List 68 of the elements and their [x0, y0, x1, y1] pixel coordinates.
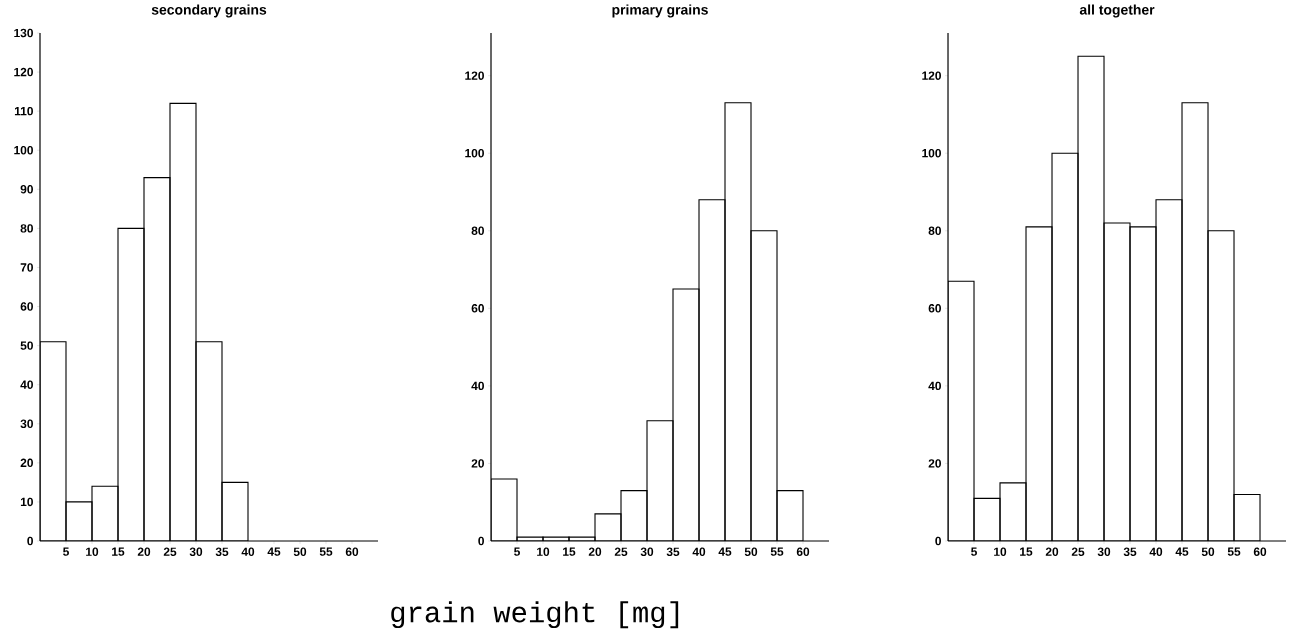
- y-tick-label: 120: [465, 71, 484, 80]
- x-tick-label: 50: [1201, 547, 1215, 556]
- chart-title: all together: [1079, 4, 1155, 18]
- y-tick-label: 80: [928, 226, 941, 235]
- y-tick-label: 60: [20, 302, 33, 311]
- x-tick-label: 50: [744, 547, 758, 556]
- x-tick-label: 25: [614, 547, 628, 556]
- y-tick-label: 30: [20, 419, 33, 429]
- y-tick-label: 60: [928, 304, 941, 313]
- y-tick-label: 120: [14, 67, 33, 77]
- x-tick-label: 5: [514, 547, 520, 556]
- y-tick-label: 60: [471, 304, 484, 313]
- x-tick-label: 55: [1227, 547, 1241, 556]
- x-tick-label: 45: [718, 547, 732, 556]
- y-tick-label: 70: [20, 263, 33, 272]
- chart-title: secondary grains: [151, 4, 267, 18]
- y-tick-label: 90: [20, 185, 33, 194]
- x-tick-label: 35: [1123, 547, 1137, 557]
- x-tick-label: 10: [994, 547, 1007, 556]
- chart-title: primary grains: [612, 4, 708, 18]
- y-tick-label: 100: [465, 148, 484, 158]
- x-tick-label: 30: [189, 547, 203, 557]
- x-tick-label: 50: [293, 547, 307, 556]
- x-tick-label: 15: [563, 547, 576, 556]
- x-tick-label: 20: [588, 547, 602, 556]
- x-tick-label: 5: [971, 547, 977, 556]
- y-tick-label: 100: [14, 146, 33, 155]
- x-tick-label: 5: [63, 547, 69, 556]
- x-tick-label: 30: [1097, 547, 1111, 557]
- y-tick-label: 20: [471, 459, 484, 468]
- x-tick-label: 40: [692, 547, 706, 556]
- y-tick-label: 40: [928, 381, 941, 391]
- y-tick-label: 80: [20, 224, 33, 233]
- y-tick-label: 100: [922, 148, 941, 158]
- x-tick-label: 25: [163, 547, 177, 556]
- y-tick-label: 0: [478, 536, 484, 546]
- y-tick-label: 40: [20, 380, 33, 389]
- x-tick-label: 20: [1045, 547, 1059, 556]
- y-tick-label: 130: [14, 28, 33, 38]
- x-tick-label: 10: [537, 547, 550, 556]
- x-tick-label: 60: [1253, 547, 1267, 556]
- x-tick-label: 15: [112, 547, 125, 556]
- y-tick-label: 20: [20, 458, 33, 468]
- x-tick-label: 20: [137, 547, 151, 556]
- x-tick-label: 30: [640, 547, 654, 557]
- x-tick-label: 40: [1149, 547, 1163, 556]
- y-tick-label: 20: [928, 459, 941, 468]
- x-tick-label: 35: [666, 547, 680, 557]
- y-tick-label: 120: [922, 71, 941, 80]
- y-tick-label: 40: [471, 381, 484, 391]
- x-tick-label: 60: [796, 547, 810, 556]
- x-tick-label: 25: [1071, 547, 1085, 556]
- x-tick-label: 55: [319, 547, 333, 556]
- y-tick-label: 80: [471, 226, 484, 235]
- x-tick-label: 45: [1175, 547, 1189, 556]
- x-tick-label: 55: [770, 547, 784, 556]
- y-tick-label: 10: [20, 497, 33, 507]
- y-tick-label: 110: [14, 106, 33, 116]
- y-tick-label: 0: [935, 536, 941, 546]
- y-tick-label: 0: [27, 536, 33, 546]
- x-tick-label: 60: [345, 547, 359, 556]
- x-tick-label: 40: [241, 547, 255, 556]
- x-tick-label: 45: [267, 547, 281, 556]
- y-tick-label: 50: [20, 341, 33, 350]
- x-tick-label: 15: [1020, 547, 1033, 556]
- x-tick-label: 35: [215, 547, 229, 557]
- x-axis-title: grain weight [mg]: [391, 601, 679, 629]
- x-tick-label: 10: [86, 547, 99, 556]
